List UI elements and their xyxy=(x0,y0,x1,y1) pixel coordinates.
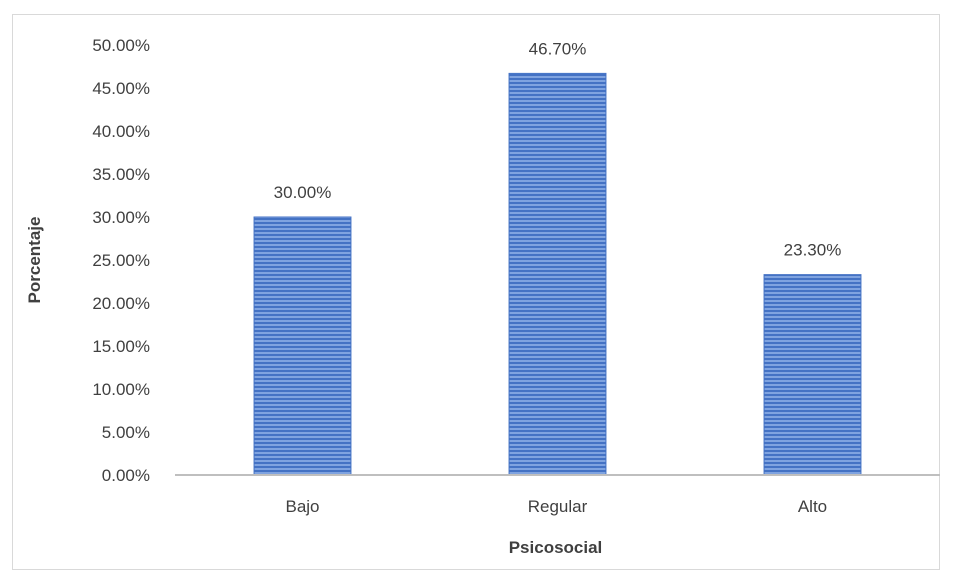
y-tick-label: 5.00% xyxy=(102,423,150,442)
x-category-label: Bajo xyxy=(285,497,319,516)
x-category-label: Alto xyxy=(798,497,827,516)
x-axis-title: Psicosocial xyxy=(509,538,603,557)
x-category-label: Regular xyxy=(528,497,588,516)
bar-alto xyxy=(763,274,862,476)
data-labels: 30.00% 46.70% 23.30% xyxy=(274,39,842,259)
y-tick-label: 25.00% xyxy=(92,251,150,270)
data-label: 23.30% xyxy=(784,241,842,260)
y-axis-ticks: 0.00% 5.00% 10.00% 15.00% 20.00% 25.00% 30.00%… xyxy=(92,36,150,485)
bar-bajo xyxy=(253,216,352,476)
y-tick-label: 40.00% xyxy=(92,122,150,141)
y-tick-label: 15.00% xyxy=(92,337,150,356)
y-tick-label: 10.00% xyxy=(92,380,150,399)
y-tick-label: 35.00% xyxy=(92,165,150,184)
bars xyxy=(253,72,862,476)
data-label: 46.70% xyxy=(529,39,587,58)
y-tick-label: 30.00% xyxy=(92,208,150,227)
data-label: 30.00% xyxy=(274,183,332,202)
y-tick-label: 45.00% xyxy=(92,79,150,98)
x-axis-categories: Bajo Regular Alto xyxy=(285,497,827,516)
y-tick-label: 20.00% xyxy=(92,294,150,313)
y-tick-label: 50.00% xyxy=(92,36,150,55)
bar-regular xyxy=(508,72,607,476)
y-tick-label: 0.00% xyxy=(102,466,150,485)
y-axis-title: Porcentaje xyxy=(25,217,44,304)
